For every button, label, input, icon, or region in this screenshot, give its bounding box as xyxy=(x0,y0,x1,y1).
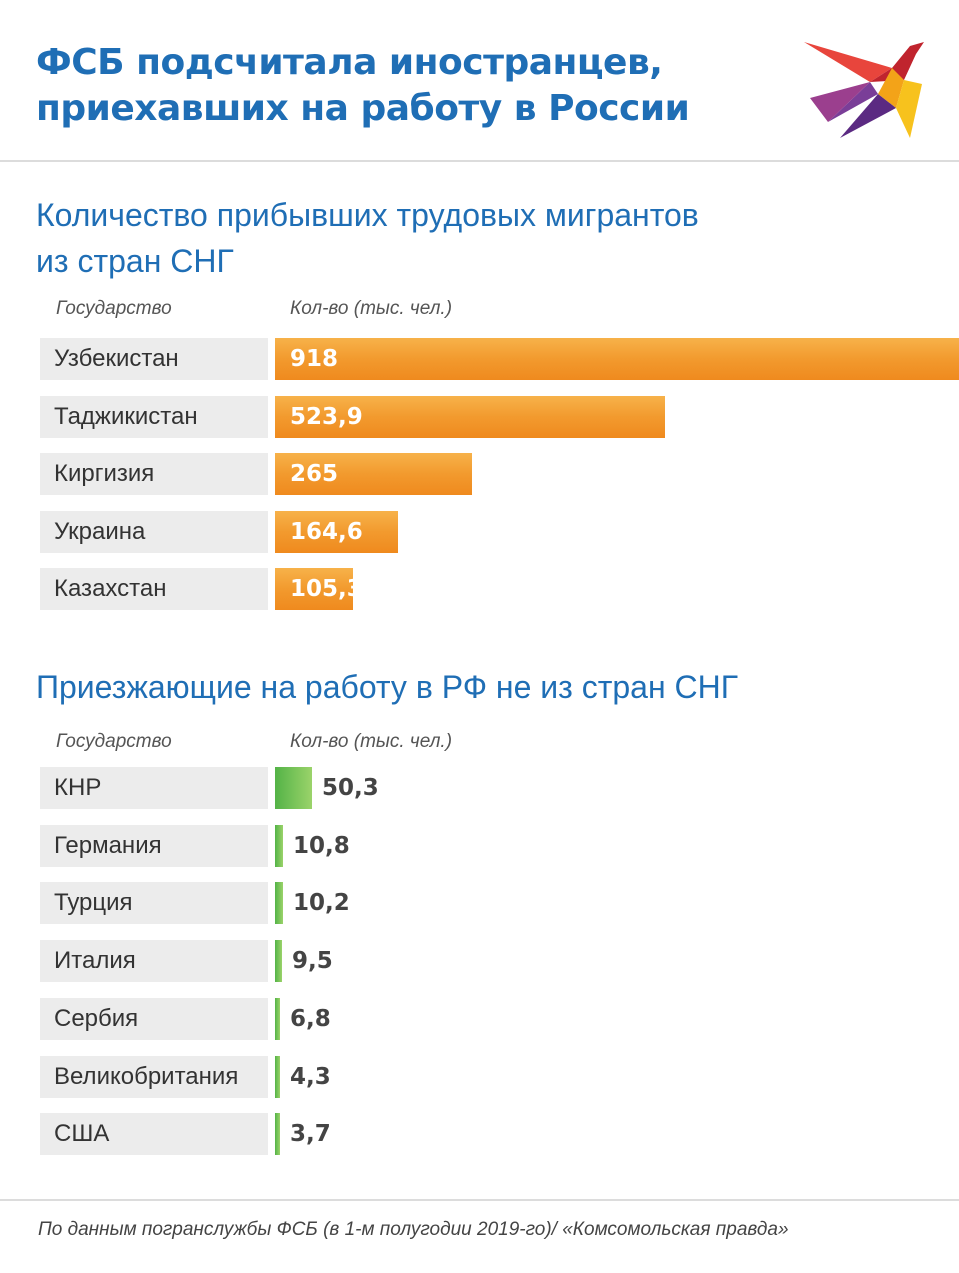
value-label: 918 xyxy=(290,346,339,372)
value-label: 9,5 xyxy=(292,948,333,975)
value-label: 265 xyxy=(290,461,339,487)
section-title-cis-line-1: Количество прибывших трудовых мигрантов xyxy=(36,197,699,233)
country-label: Киргизия xyxy=(40,453,268,495)
page-title: ФСБ подсчитала иностранцев, приехавших н… xyxy=(36,40,796,132)
chart-row: Турция 10,2 xyxy=(0,882,959,925)
chart-row: КНР 50,3 xyxy=(0,767,959,809)
value-label: 105,3 xyxy=(290,576,363,602)
value-bar xyxy=(275,510,398,553)
country-label: Таджикистан xyxy=(40,395,268,438)
col-head-state-cis: Государство xyxy=(56,298,172,319)
chart-row: Таджикистан 523,9 xyxy=(0,395,959,438)
country-label: США xyxy=(40,1113,268,1156)
country-label: Турция xyxy=(40,882,268,925)
value-label: 6,8 xyxy=(290,1005,331,1032)
value-bar xyxy=(275,568,353,610)
chart-row: Италия 9,5 xyxy=(0,940,959,983)
value-bar xyxy=(275,997,280,1040)
chart-row: Великобритания 4,3 xyxy=(0,1055,959,1098)
chart-row: Сербия 6,8 xyxy=(0,997,959,1040)
value-bar xyxy=(275,1113,280,1156)
bird-logo-icon xyxy=(804,42,924,138)
value-label: 523,9 xyxy=(290,403,363,430)
page-title-line-1: ФСБ подсчитала иностранцев, xyxy=(36,42,663,83)
section-title-cis: Количество прибывших трудовых мигрантов … xyxy=(36,192,699,284)
header-divider xyxy=(0,160,959,162)
value-label: 10,2 xyxy=(293,890,350,917)
value-label: 50,3 xyxy=(322,775,379,801)
chart-row: Казахстан 105,3 xyxy=(0,568,959,610)
value-bar xyxy=(275,453,472,495)
country-label: Германия xyxy=(40,824,268,867)
value-label: 3,7 xyxy=(290,1121,331,1148)
country-label: КНР xyxy=(40,767,268,809)
col-head-state-non-cis: Государство xyxy=(56,731,172,752)
value-bar xyxy=(275,1055,280,1098)
country-label: Казахстан xyxy=(40,568,268,610)
country-label: Великобритания xyxy=(40,1055,268,1098)
chart-row: Киргизия 265 xyxy=(0,453,959,495)
country-label: Сербия xyxy=(40,997,268,1040)
country-label: Узбекистан xyxy=(40,338,268,380)
country-label: Италия xyxy=(40,940,268,983)
chart-row: Узбекистан 918 xyxy=(0,338,959,380)
section-title-non-cis: Приезжающие на работу в РФ не из стран С… xyxy=(36,669,739,705)
value-bar xyxy=(275,395,665,438)
country-label: Украина xyxy=(40,510,268,553)
footer-divider xyxy=(0,1199,959,1201)
value-label: 164,6 xyxy=(290,518,363,545)
value-bar xyxy=(275,940,282,983)
value-bar xyxy=(275,824,283,867)
chart-row: США 3,7 xyxy=(0,1113,959,1156)
value-label: 4,3 xyxy=(290,1063,331,1090)
col-head-value-cis: Кол-во (тыс. чел.) xyxy=(290,298,453,319)
page-title-line-2: приехавших на работу в России xyxy=(36,88,690,129)
chart-row: Украина 164,6 xyxy=(0,510,959,553)
source-note: По данным погранслужбы ФСБ (в 1-м полуго… xyxy=(38,1219,789,1240)
col-head-value-non-cis: Кол-во (тыс. чел.) xyxy=(290,731,453,752)
value-label: 10,8 xyxy=(293,832,350,859)
value-bar xyxy=(275,882,283,925)
chart-row: Германия 10,8 xyxy=(0,824,959,867)
value-bar xyxy=(275,338,959,380)
value-bar xyxy=(275,767,312,809)
section-title-cis-line-2: из стран СНГ xyxy=(36,243,234,279)
